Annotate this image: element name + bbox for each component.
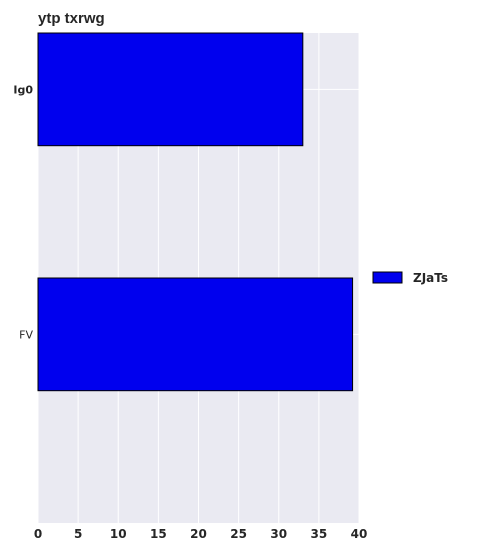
legend-swatch (372, 271, 403, 284)
bars (37, 32, 354, 392)
x-tick-label: 30 (270, 527, 287, 541)
y-axis-categories: Ig0 FV (13, 83, 33, 341)
bar-Ig0 (37, 32, 304, 147)
x-tick-label: 25 (230, 527, 247, 541)
x-axis-ticks: 0 5 10 15 20 25 30 35 40 (34, 527, 368, 541)
x-tick-label: 20 (190, 527, 207, 541)
x-tick-label: 15 (150, 527, 167, 541)
chart-title: ytp txrwg (38, 10, 105, 27)
x-tick-label: 0 (34, 527, 42, 541)
x-tick-label: 10 (110, 527, 127, 541)
x-tick-label: 35 (311, 527, 328, 541)
y-category-label: FV (19, 328, 33, 341)
y-category-label: Ig0 (13, 83, 33, 96)
x-tick-label: 5 (74, 527, 82, 541)
legend-label: ZJaTs (413, 271, 448, 285)
bar-FV (37, 277, 354, 392)
legend: ZJaTs (372, 271, 448, 285)
x-tick-label: 40 (351, 527, 368, 541)
